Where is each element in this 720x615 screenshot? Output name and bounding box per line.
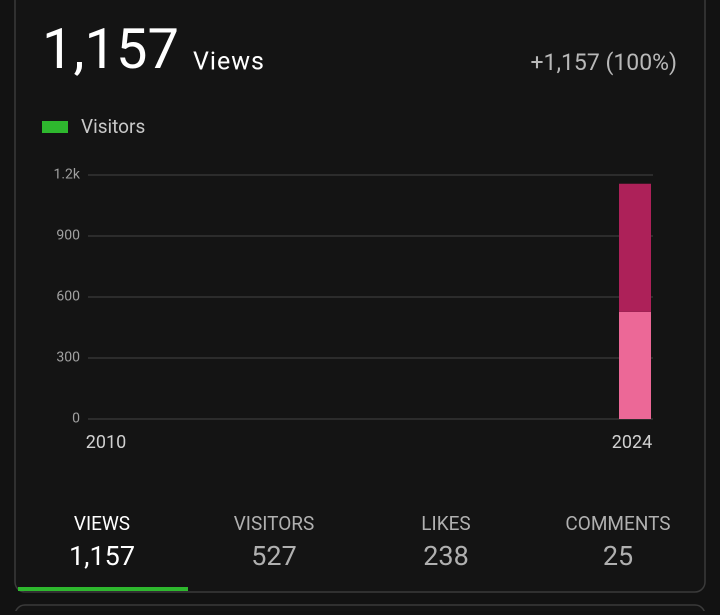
bar-segment: [619, 311, 651, 419]
change: +1,157 (100%): [531, 49, 678, 76]
legend-label: Visitors: [81, 115, 145, 138]
x-tick-label: 2010: [86, 432, 126, 453]
tab-value: 238: [423, 540, 469, 572]
tabs: VIEWS 1,157 VISITORS 527 LIKES 238 COMMENTS 25: [18, 512, 671, 591]
tab-label: COMMENTS: [565, 512, 670, 535]
total: 1,157: [42, 16, 179, 82]
plot: 0 300 600 900 1.2k 2010 2024: [53, 167, 653, 453]
tab-value: 527: [251, 540, 297, 572]
y-tick-label: 600: [56, 289, 80, 305]
tab-label: VISITORS: [234, 512, 315, 535]
y-tick-label: 300: [56, 350, 80, 366]
y-tick-label: 0: [72, 411, 80, 427]
card: [14, 0, 706, 593]
tab-value: 25: [603, 540, 633, 572]
tab-label: VIEWS: [74, 512, 130, 535]
legend-swatch: [42, 121, 68, 133]
tab-label: LIKES: [421, 512, 470, 535]
bar-segment: [619, 183, 651, 312]
next-card: [14, 604, 706, 615]
unit: Views: [193, 48, 265, 77]
tab-indicator: [18, 587, 188, 591]
x-tick-label: 2024: [612, 432, 652, 453]
y-tick-label: 900: [56, 228, 80, 244]
tab-value: 1,157: [69, 540, 135, 572]
y-tick-label: 1.2k: [53, 167, 80, 183]
